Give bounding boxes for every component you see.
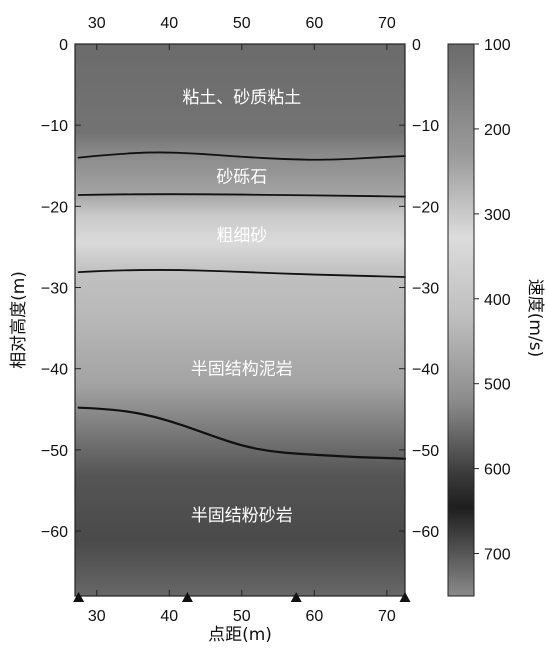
x-tick-label-top: 50: [233, 15, 251, 32]
x-tick-label-bottom: 30: [88, 608, 106, 625]
layer-label: 砂砾石: [216, 167, 267, 187]
colorbar-tick-label: 200: [484, 122, 511, 139]
colorbar-ticks: 100 200 300 400 500 600 700: [474, 37, 511, 564]
colorbar-tick-label: 500: [484, 377, 511, 394]
x-ticks-top: 30 40 50 60 70: [88, 15, 396, 50]
x-tick-label-bottom: 40: [160, 608, 178, 625]
colorbar: 100 200 300 400 500 600 700 速度(m/s): [447, 37, 545, 597]
x-tick-label-bottom: 50: [233, 608, 251, 625]
colorbar-tick-label: 400: [484, 292, 511, 309]
layer-label: 粗细砂: [216, 226, 267, 246]
y-ticks-left: 0 −10 −20 −30 −40 −50 −60: [41, 37, 81, 541]
y-tick-label-left: −10: [41, 118, 68, 135]
station-marker-triangle: [73, 592, 85, 602]
station-marker-triangle: [290, 592, 302, 602]
y-tick-label-right: −40: [412, 362, 439, 379]
layer-boundary-line: [77, 269, 406, 278]
x-tick-label-top: 70: [378, 15, 396, 32]
x-tick-label-bottom: 70: [378, 608, 396, 625]
y-tick-label-left: −40: [41, 362, 68, 379]
x-ticks-bottom: 30 40 50 60 70: [88, 590, 396, 625]
layer-label: 半固结粉砂岩: [191, 506, 293, 526]
station-marker-triangle: [399, 592, 411, 602]
y-tick-label-left: −20: [41, 199, 68, 216]
x-tick-label-bottom: 60: [305, 608, 323, 625]
plot-frame: [74, 43, 406, 597]
colorbar-tick-label: 600: [484, 462, 511, 479]
colorbar-tick-label: 700: [484, 547, 511, 564]
x-axis-title: 点距(m): [208, 625, 272, 645]
layer-label: 粘土、砂质粘土: [182, 88, 301, 108]
x-tick-label-top: 40: [160, 15, 178, 32]
y-tick-label-right: −10: [412, 118, 439, 135]
y-ticks-right: 0 −10 −20 −30 −40 −50 −60: [399, 37, 439, 541]
colorbar-tick-label: 100: [484, 37, 511, 54]
colorbar-fill: [447, 43, 475, 597]
colorbar-tick-label: 300: [484, 207, 511, 224]
station-marker-triangle: [181, 592, 193, 602]
layer-boundary-line: [77, 406, 407, 460]
y-tick-label-right: −60: [412, 524, 439, 541]
velocity-section-fill: [75, 44, 405, 596]
layer-boundary-line: [77, 151, 406, 161]
y-tick-label-right: −20: [412, 199, 439, 216]
y-axis-title: 相对高度(m): [9, 271, 29, 369]
station-markers: [73, 592, 411, 602]
x-tick-label-top: 30: [88, 15, 106, 32]
y-tick-label-right: −30: [412, 281, 439, 298]
y-tick-label-left: 0: [59, 37, 68, 54]
y-tick-label-right: 0: [412, 37, 421, 54]
y-tick-label-left: −30: [41, 281, 68, 298]
layer-label: 半固结构泥岩: [191, 360, 293, 380]
y-tick-label-right: −50: [412, 443, 439, 460]
y-tick-label-left: −50: [41, 443, 68, 460]
y-tick-label-left: −60: [41, 524, 68, 541]
layer-boundaries: [77, 151, 407, 460]
x-tick-label-top: 60: [305, 15, 323, 32]
layer-boundary-line: [77, 193, 406, 198]
colorbar-title: 速度(m/s): [525, 279, 545, 357]
